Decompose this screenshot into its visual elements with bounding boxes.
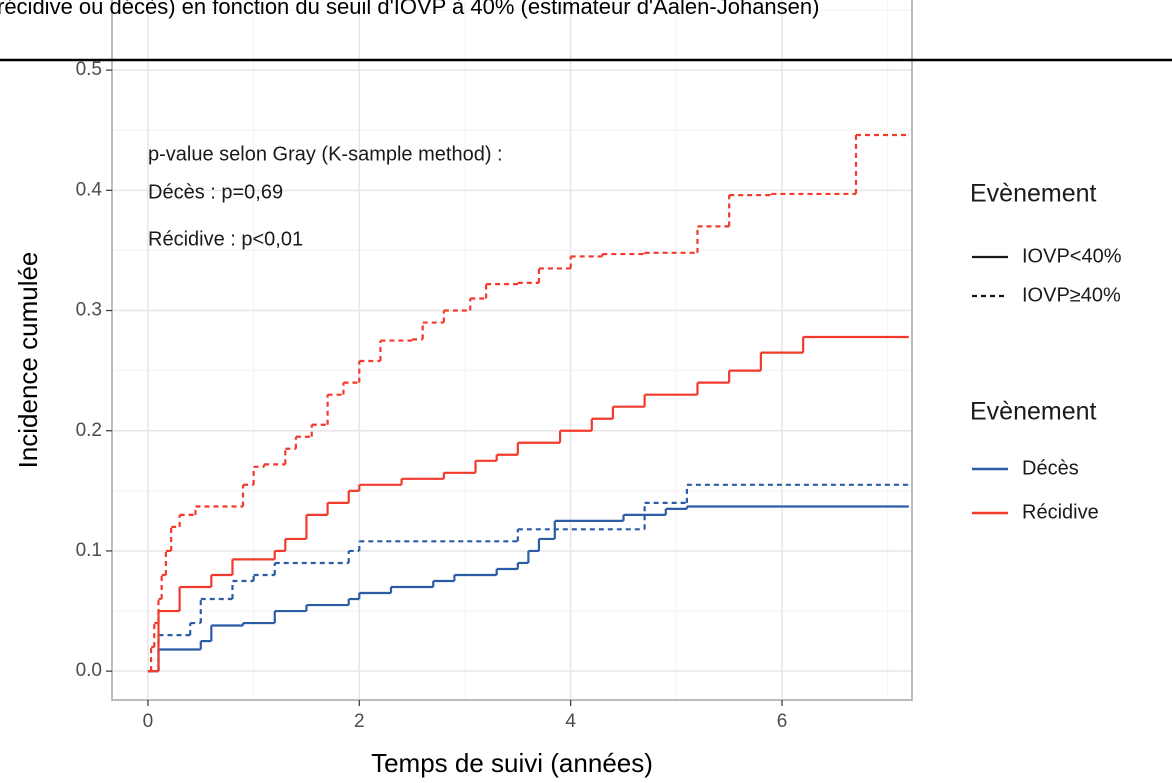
annotation: p-value selon Gray (K-sample method) : <box>148 143 503 165</box>
y-tick-label: 0.0 <box>76 660 102 681</box>
legend-label: IOVP≥40% <box>1022 284 1121 306</box>
panel <box>112 0 912 700</box>
x-tick-label: 6 <box>777 711 788 732</box>
legend-title: Evènement <box>970 398 1097 426</box>
chart-title: récidive ou décès) en fonction du seuil … <box>0 0 819 19</box>
legend-title: Evènement <box>970 180 1097 208</box>
x-tick-label: 4 <box>565 711 576 732</box>
y-tick-label: 0.4 <box>76 179 103 200</box>
legend-label: IOVP<40% <box>1022 245 1122 267</box>
y-tick-label: 0.1 <box>76 540 102 561</box>
y-axis-title: Incidence cumulée <box>13 252 43 469</box>
x-tick-label: 2 <box>354 711 365 732</box>
x-axis-title: Temps de suivi (années) <box>371 748 653 778</box>
annotation: Décès : p=0,69 <box>148 181 283 203</box>
x-tick-label: 0 <box>143 711 154 732</box>
annotation: Récidive : p<0,01 <box>148 228 303 250</box>
y-tick-label: 0.5 <box>76 59 102 80</box>
panel-border <box>111 0 913 701</box>
legend-label: Récidive <box>1022 501 1099 523</box>
y-tick-label: 0.3 <box>76 300 102 321</box>
y-tick-label: 0.2 <box>76 420 102 441</box>
legend-label: Décès <box>1022 457 1079 479</box>
